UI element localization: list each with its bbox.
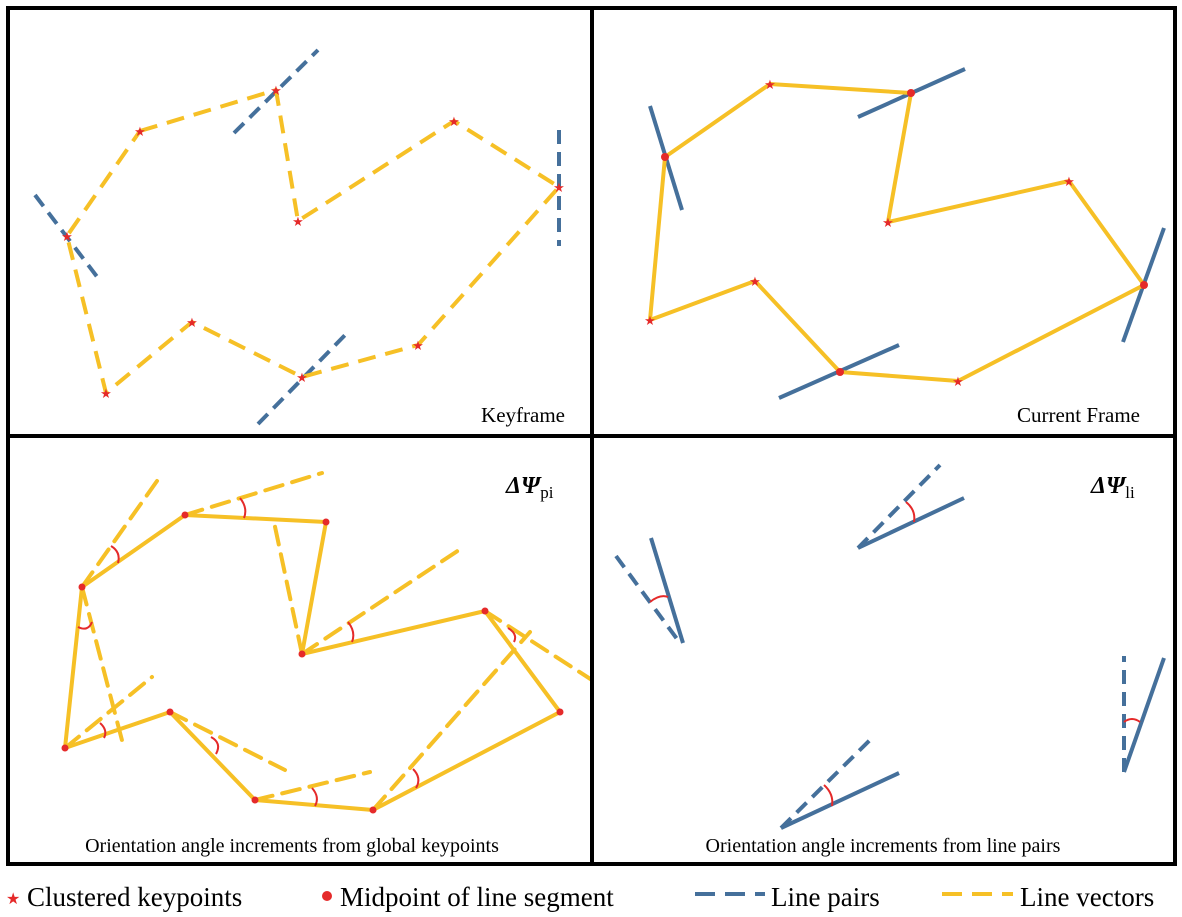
delta-psi-li-label: ΔΨli (1090, 473, 1135, 502)
keypoint-increments-caption: Orientation angle increments from global… (85, 835, 499, 857)
keypoint-dot (78, 583, 86, 591)
angle-arc (412, 768, 420, 789)
keypoint-solid-vectors (63, 513, 562, 812)
current-keypoints: ★ ★ ★ ★ ★ ★ (644, 78, 1075, 390)
legend-line-pairs-label: Line pairs (771, 882, 880, 912)
midpoint-dot (1140, 281, 1148, 289)
panel-frame (6, 6, 1177, 866)
keyframe-label: Keyframe (481, 403, 565, 427)
keypoint-star: ★ (270, 84, 282, 99)
midpoint-dot (661, 153, 669, 161)
midpoint-dot (907, 89, 915, 97)
line-vector (168, 710, 287, 772)
keypoint-star: ★ (134, 125, 146, 140)
line-vector (80, 479, 159, 589)
keypoint-increment-dots (61, 511, 564, 814)
keypoint-star: ★ (61, 230, 73, 245)
keypoint-star: ★ (296, 371, 308, 386)
keyframe-line-vectors (65, 88, 561, 395)
line-vector (483, 609, 592, 683)
line-vector (253, 770, 372, 802)
line-pair (33, 193, 100, 280)
keypoint-star: ★ (186, 316, 198, 331)
line-pair-dashed (614, 463, 1126, 830)
star-icon: ★ (6, 889, 20, 908)
legend: ★ Clustered keypoints Midpoint of line s… (6, 882, 1154, 912)
keypoint-star: ★ (100, 387, 112, 402)
line-vector (183, 471, 324, 517)
angle-arc (347, 621, 355, 643)
keyframe-line-pairs (33, 48, 561, 426)
line-pair-solid (649, 496, 1166, 830)
line-pair-dashed (779, 734, 876, 830)
line-pair (232, 48, 320, 135)
line-pair-solid (780, 771, 900, 830)
line-pair-solid (857, 496, 965, 550)
keypoint-star: ★ (292, 215, 304, 230)
keypoint-dot (181, 511, 189, 519)
angle-arc (649, 595, 669, 603)
keypoint-star: ★ (448, 115, 460, 130)
line-vector (300, 546, 464, 656)
keypoint-star: ★ (764, 78, 776, 93)
legend-keypoints-label: Clustered keypoints (27, 882, 242, 912)
delta-psi-subscript: pi (540, 483, 554, 502)
keypoint-dot (556, 708, 564, 716)
line-pair-dashed (856, 463, 942, 550)
line-vector (272, 520, 304, 656)
angle-arc (1123, 718, 1141, 723)
angle-arc (77, 621, 93, 630)
current-frame-label: Current Frame (1017, 403, 1140, 427)
angle-arc (507, 627, 517, 643)
angle-arc (311, 787, 318, 807)
panel-line-pair-increments: ΔΨli Orientation angle increments from l… (614, 463, 1166, 857)
legend-midpoint-label: Midpoint of line segment (340, 882, 614, 912)
keypoint-dot (166, 708, 174, 716)
keypoint-star: ★ (749, 275, 761, 290)
keypoint-dot (369, 806, 377, 814)
line-pair-dashed (614, 554, 682, 645)
line-pair-solid (1122, 657, 1166, 773)
line-pair-solid (649, 537, 685, 644)
line-vector (371, 630, 532, 812)
keypoint-dot (322, 518, 330, 526)
keypoint-dot (298, 650, 306, 658)
line-vector (63, 675, 154, 750)
delta-psi-symbol: ΔΨ (505, 473, 542, 499)
current-midpoints (661, 89, 1148, 376)
keypoint-star: ★ (882, 216, 894, 231)
line-pair-increments-caption: Orientation angle increments from line p… (706, 835, 1061, 857)
keypoint-dot (481, 607, 489, 615)
angle-arc (99, 722, 107, 739)
current-line-vectors (648, 82, 1146, 383)
line-vector (80, 585, 126, 750)
keypoint-star: ★ (952, 375, 964, 390)
delta-psi-symbol: ΔΨ (1090, 473, 1127, 499)
panel-keyframe: ★ ★ ★ ★ ★ ★ ★ ★ ★ ★ Keyframe (33, 48, 565, 427)
angle-arc (823, 784, 834, 807)
keypoint-star: ★ (412, 339, 424, 354)
keypoint-dashed-vectors (63, 471, 592, 812)
delta-psi-pi-label: ΔΨpi (505, 473, 554, 502)
angle-arc (210, 736, 220, 755)
panel-current-frame: ★ ★ ★ ★ ★ ★ Current Frame (644, 67, 1166, 427)
angle-arc (239, 497, 247, 519)
keypoint-star: ★ (644, 314, 656, 329)
angle-arc (905, 501, 916, 523)
keypoint-star: ★ (553, 181, 565, 196)
keypoint-dot (251, 796, 259, 804)
dot-icon (322, 891, 332, 901)
keypoint-dot (61, 744, 69, 752)
panel-keypoint-increments: ΔΨpi Orientation angle increments from g… (61, 471, 592, 857)
delta-psi-subscript: li (1125, 483, 1135, 502)
angle-arc (110, 545, 120, 564)
keypoint-star: ★ (1063, 175, 1075, 190)
midpoint-dot (836, 368, 844, 376)
legend-line-vectors-label: Line vectors (1020, 882, 1154, 912)
keypoint-angle-arcs (77, 497, 517, 807)
line-pair-angle-arcs (649, 501, 1141, 807)
keyframe-keypoints: ★ ★ ★ ★ ★ ★ ★ ★ ★ ★ (61, 84, 565, 402)
